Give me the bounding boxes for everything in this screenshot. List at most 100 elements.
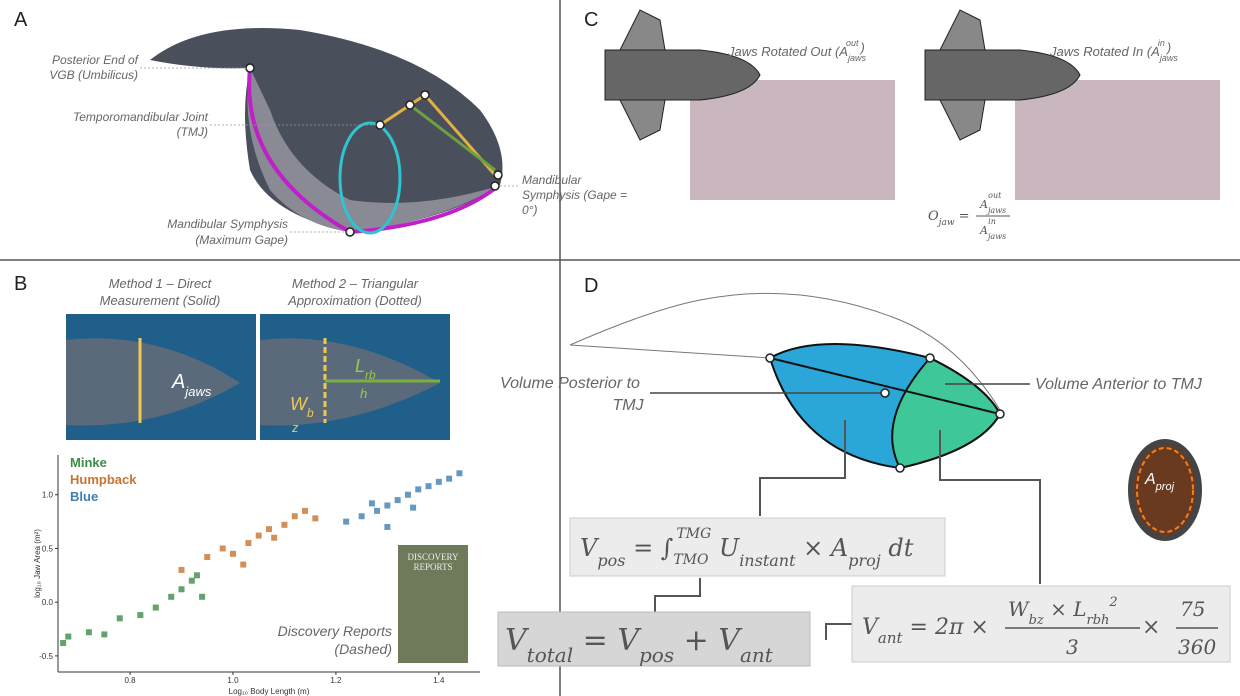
label: Posterior End of VGB (Umbilicus) xyxy=(49,53,139,82)
label: Method 1 – Direct Measurement (Solid) xyxy=(100,276,221,308)
subscript: jaws xyxy=(847,53,867,63)
book-title: DISCOVERY REPORTS xyxy=(407,552,459,572)
landmark xyxy=(490,181,500,191)
landmark xyxy=(420,90,430,100)
line: Approximation (Dotted) xyxy=(287,293,422,308)
point xyxy=(435,478,442,485)
mouth-projection xyxy=(1128,439,1202,541)
x-tick-label: 1.4 xyxy=(433,676,445,685)
point xyxy=(65,633,72,640)
line: Mandibular xyxy=(522,173,582,187)
denominator: Ajaws in xyxy=(979,217,1006,241)
symbol: W xyxy=(290,394,309,414)
point xyxy=(368,500,375,507)
photo xyxy=(1015,80,1220,200)
point xyxy=(456,470,463,477)
line: Temporomandibular Joint xyxy=(73,110,209,124)
connector xyxy=(654,578,701,612)
symbol: W xyxy=(1008,597,1030,621)
symbol: V xyxy=(505,623,530,658)
volume-anterior xyxy=(891,356,1002,470)
symbol: V xyxy=(862,615,880,640)
point xyxy=(343,518,350,525)
label: Volume Anterior to TMJ xyxy=(1035,376,1203,393)
whale-silhouette xyxy=(604,49,761,101)
symbol: A xyxy=(979,224,988,237)
line: TMJ xyxy=(612,397,644,414)
subscript: pos xyxy=(597,551,625,570)
line: Symphysis (Gape = xyxy=(522,188,627,202)
subscript: b xyxy=(307,406,314,420)
point xyxy=(271,534,278,541)
text: = V xyxy=(573,623,642,658)
y-axis-label: log₁₀ Jaw Area (m²) xyxy=(33,529,42,598)
equation: Vant = 2π × xyxy=(862,615,989,647)
label: Aproj xyxy=(1144,471,1175,493)
equation-box xyxy=(569,517,946,577)
whale-body xyxy=(150,28,503,232)
whale-head xyxy=(66,338,240,426)
landmark xyxy=(995,409,1005,419)
symbol: O xyxy=(928,209,939,224)
point xyxy=(229,550,236,557)
gape-ring xyxy=(338,121,402,235)
connector xyxy=(939,430,1041,584)
x-axis-label: Log₁₀ Body Length (m) xyxy=(229,687,310,696)
label: h xyxy=(360,386,367,401)
text: = xyxy=(955,209,970,224)
landmark xyxy=(895,463,905,473)
point xyxy=(116,615,123,622)
label: Mandibular Symphysis (Maximum Gape) xyxy=(167,217,288,247)
label: Wb xyxy=(290,394,314,420)
point xyxy=(302,507,309,514)
line: VGB (Umbilicus) xyxy=(49,68,138,82)
jaw-line xyxy=(409,103,496,172)
text: × A xyxy=(796,534,849,562)
subscript: TMO xyxy=(673,552,709,568)
point xyxy=(178,586,185,593)
text: ) xyxy=(858,40,864,55)
subscript: jaws xyxy=(986,232,1006,241)
subscript: jaws xyxy=(183,384,212,399)
landmark xyxy=(765,353,775,363)
x-tick-label: 0.8 xyxy=(124,676,136,685)
subscript: ant xyxy=(740,643,774,667)
superscript: 2 xyxy=(1108,595,1117,610)
equation: Ojaw = xyxy=(928,209,970,228)
symbol: A xyxy=(171,371,185,393)
point xyxy=(281,521,288,528)
point xyxy=(291,513,298,520)
point xyxy=(137,612,144,619)
label: Method 2 – Triangular Approximation (Dott… xyxy=(287,276,422,308)
subscript: ant xyxy=(878,629,904,647)
point xyxy=(266,526,272,533)
point xyxy=(240,561,247,568)
superscript: out xyxy=(988,191,1002,200)
landmark xyxy=(880,388,890,398)
point xyxy=(219,545,226,552)
subscript: jaw xyxy=(937,218,955,228)
book xyxy=(398,545,468,663)
point xyxy=(60,639,67,646)
label: Volume Posterior to TMJ xyxy=(500,375,645,414)
point xyxy=(425,483,432,490)
superscript: out xyxy=(846,38,859,48)
point xyxy=(255,532,262,539)
equation: Vtotal = Vpos + Vant xyxy=(505,623,774,667)
x-tick-label: 1.2 xyxy=(330,676,342,685)
landmark xyxy=(405,100,415,110)
equation-box xyxy=(851,585,1231,663)
subscript: jaws xyxy=(1159,53,1179,63)
legend-entry: Blue xyxy=(70,489,98,504)
landmark xyxy=(925,353,935,363)
line: REPORTS xyxy=(414,562,453,572)
numerator: 75 xyxy=(1180,597,1205,621)
point xyxy=(374,507,381,514)
label: Jaws Rotated In (Ajaws in) xyxy=(1049,38,1178,63)
landmark xyxy=(493,170,503,180)
point xyxy=(446,475,453,482)
subscript: total xyxy=(527,643,573,667)
point xyxy=(404,491,411,498)
subscript: pos xyxy=(639,643,674,667)
